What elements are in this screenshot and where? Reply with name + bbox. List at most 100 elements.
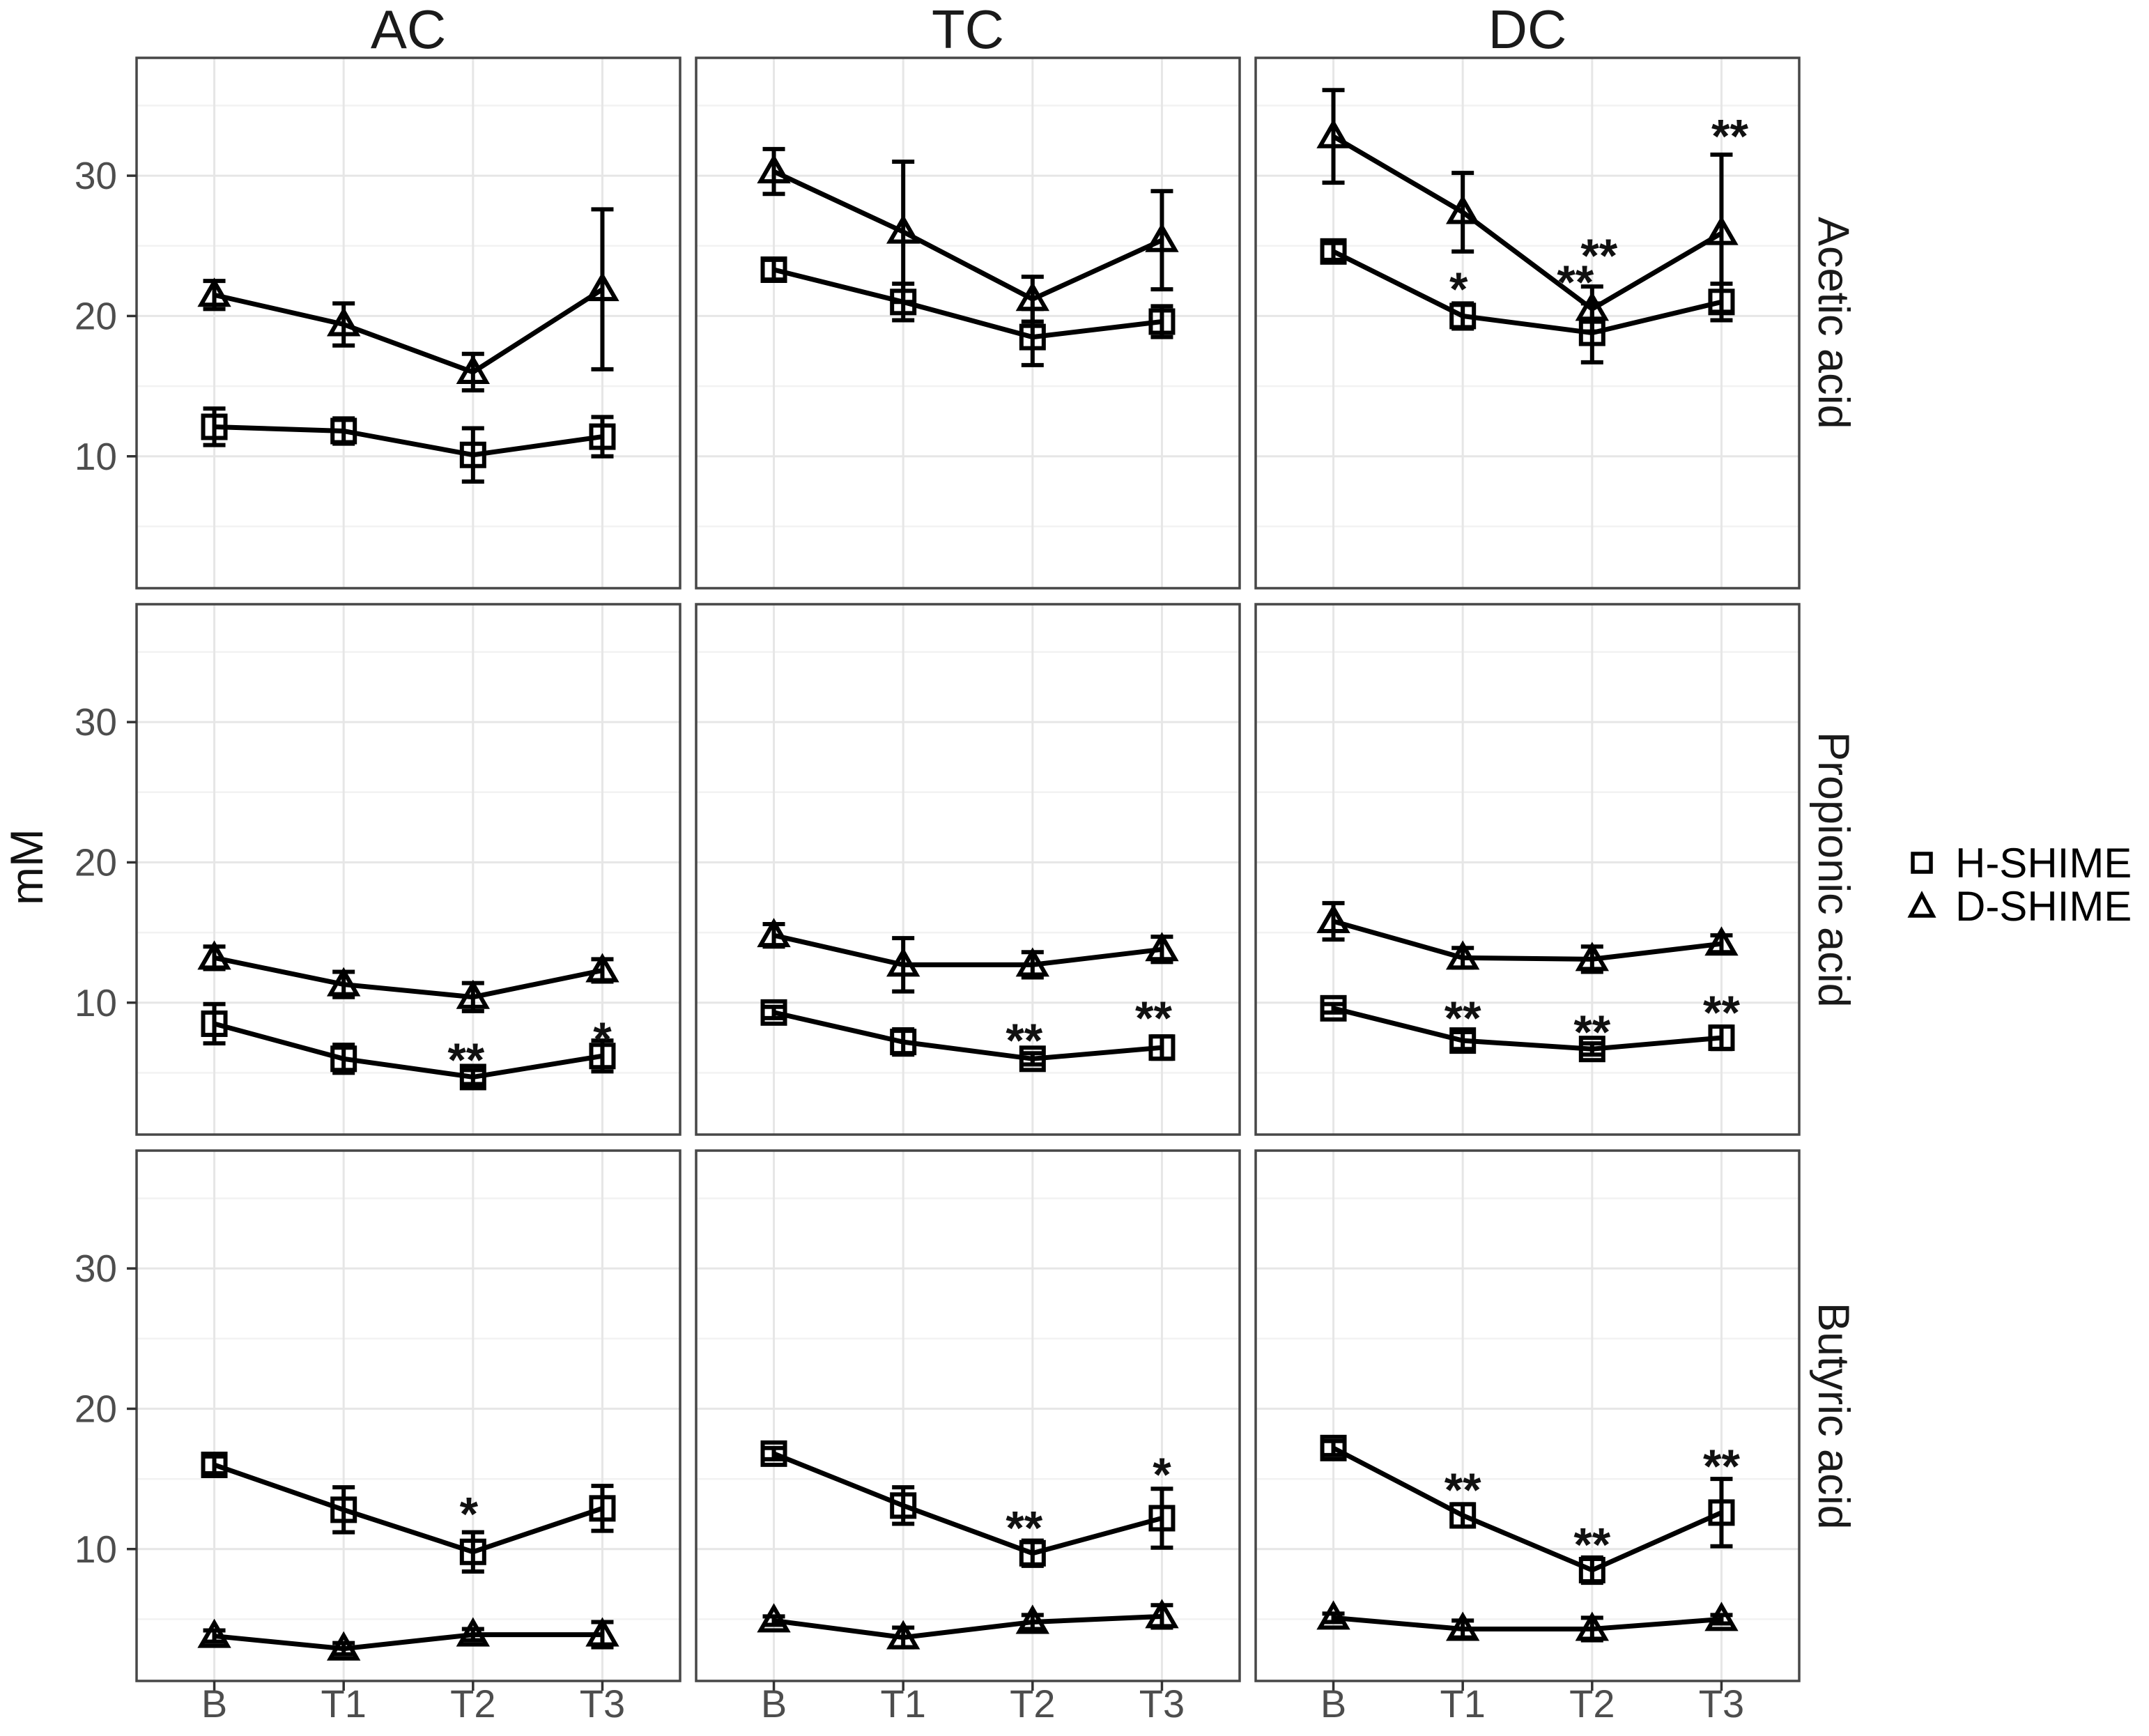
panel-dc-butyric-acid: ** ** ** bbox=[1254, 1149, 1801, 1682]
h-shime-line bbox=[1332, 249, 1723, 336]
x-tick-label: T2 bbox=[1010, 1682, 1055, 1726]
facet-row-label-acetic: Acetic acid bbox=[1806, 58, 1861, 588]
h-shime-square-marker bbox=[760, 256, 787, 283]
d-shime-line bbox=[1332, 919, 1722, 962]
h-shime-line bbox=[773, 267, 1162, 340]
d-shime-triangle-marker bbox=[1445, 194, 1480, 224]
x-tick-label: B bbox=[761, 1682, 787, 1726]
y-tick-label: 30 bbox=[75, 154, 117, 197]
x-tick-label: T1 bbox=[881, 1682, 926, 1726]
d-shime-triangle-marker bbox=[1145, 222, 1179, 252]
y-tick-label: 20 bbox=[75, 294, 117, 337]
panel-ac-butyric-acid: * bbox=[135, 1149, 681, 1682]
d-shime-triangle-marker bbox=[456, 1617, 491, 1647]
h-shime-square-marker bbox=[330, 1045, 357, 1073]
facet-row-label-butyric: Butyric acid bbox=[1806, 1151, 1861, 1681]
h-shime-square-marker bbox=[1320, 238, 1347, 265]
y-tick-label: 10 bbox=[75, 435, 117, 478]
facet-row-label-propionic: Propionic acid bbox=[1806, 604, 1861, 1135]
h-shime-square-marker bbox=[760, 1440, 787, 1467]
panel-border bbox=[135, 603, 681, 1136]
d-shime-line bbox=[213, 955, 603, 1000]
h-shime-square-marker bbox=[1708, 289, 1735, 316]
significance-marker: * bbox=[1153, 1448, 1171, 1501]
d-shime-triangle-marker bbox=[1575, 1611, 1610, 1641]
d-shime-triangle-marker bbox=[326, 307, 361, 337]
significance-marker: * bbox=[460, 1487, 479, 1540]
y-tick-label: 30 bbox=[75, 1247, 117, 1290]
h-shime-square-marker bbox=[1019, 1539, 1046, 1567]
d-shime-triangle-marker bbox=[1445, 1611, 1480, 1641]
significance-marker: ** bbox=[1703, 1440, 1740, 1493]
d-shime-triangle-marker bbox=[886, 947, 921, 977]
panel-border bbox=[1254, 56, 1801, 590]
error-bar bbox=[1322, 240, 1345, 262]
panel-ac-propionic-acid: ** * bbox=[135, 603, 681, 1136]
significance-marker: ** bbox=[1006, 1501, 1042, 1554]
d-shime-triangle-marker bbox=[1015, 282, 1050, 312]
d-shime-line bbox=[773, 932, 1162, 967]
d-shime-line bbox=[773, 1613, 1162, 1641]
h-shime-square-marker bbox=[589, 1043, 616, 1070]
y-tick-label: 30 bbox=[75, 700, 117, 744]
legend-item-d-shime: D-SHIME bbox=[1905, 882, 2132, 930]
h-shime-square-marker bbox=[1148, 1034, 1176, 1061]
d-shime-triangle-marker bbox=[456, 354, 491, 384]
d-shime-triangle-marker bbox=[1316, 903, 1350, 933]
d-shime-triangle-marker bbox=[1445, 940, 1480, 970]
h-shime-square-marker bbox=[201, 413, 228, 440]
d-shime-triangle-marker bbox=[1316, 118, 1350, 148]
h-shime-line bbox=[213, 1462, 603, 1555]
h-shime-square-marker bbox=[459, 1063, 486, 1091]
facet-column-title-ac: AC bbox=[370, 0, 447, 60]
x-tick-label: T1 bbox=[321, 1682, 367, 1726]
d-shime-triangle-marker bbox=[886, 1620, 921, 1650]
h-shime-square-marker bbox=[459, 1538, 486, 1565]
x-tick-label: T2 bbox=[450, 1682, 495, 1726]
legend-label: D-SHIME bbox=[1955, 882, 2132, 930]
h-shime-square-marker bbox=[1708, 1499, 1735, 1526]
facet-row-label-text: Propionic acid bbox=[1809, 731, 1858, 1008]
d-shime-triangle-marker bbox=[326, 967, 361, 997]
d-shime-triangle-marker bbox=[1575, 942, 1610, 971]
significance-marker: ** bbox=[1573, 1519, 1610, 1572]
facet-column-title-tc: TC bbox=[932, 0, 1004, 60]
significance-marker: ** bbox=[1135, 992, 1172, 1045]
y-tick-label: 20 bbox=[75, 1387, 117, 1430]
h-shime-line bbox=[1332, 1006, 1722, 1052]
d-shime-triangle-marker bbox=[757, 1603, 791, 1633]
triangle-icon bbox=[1907, 891, 1936, 918]
panel-tc-acetic-acid bbox=[695, 56, 1241, 590]
h-shime-square-marker bbox=[459, 441, 486, 468]
h-shime-square-marker bbox=[201, 1451, 228, 1478]
h-shime-square-marker bbox=[1578, 1556, 1605, 1583]
h-shime-square-marker bbox=[760, 999, 787, 1026]
d-shime-triangle-marker bbox=[197, 1618, 231, 1648]
h-shime-line bbox=[214, 424, 603, 458]
panel-border bbox=[695, 56, 1241, 590]
panel-border bbox=[135, 1149, 681, 1682]
d-shime-triangle-marker bbox=[757, 918, 791, 948]
facet-column-title-dc: DC bbox=[1488, 0, 1567, 60]
h-shime-square-marker bbox=[330, 1496, 357, 1523]
panel-dc-propionic-acid: ** ** ** bbox=[1254, 603, 1801, 1136]
h-shime-square-marker bbox=[201, 1010, 228, 1037]
h-shime-square-marker bbox=[1449, 302, 1477, 330]
d-shime-triangle-marker bbox=[197, 940, 231, 970]
panel-dc-acetic-acid: * ****** bbox=[1254, 56, 1801, 590]
h-shime-square-marker bbox=[1578, 319, 1605, 346]
d-shime-line bbox=[214, 1632, 603, 1652]
h-shime-line bbox=[1332, 1445, 1723, 1573]
h-shime-square-marker bbox=[1449, 1502, 1477, 1529]
d-shime-triangle-marker bbox=[1704, 926, 1739, 956]
facet-row-label-text: Acetic acid bbox=[1809, 217, 1858, 429]
significance-marker: ** bbox=[1557, 256, 1594, 309]
d-shime-triangle-marker bbox=[1575, 291, 1610, 321]
x-tick-label: T3 bbox=[1699, 1682, 1744, 1726]
h-shime-square-marker bbox=[1578, 1036, 1605, 1063]
d-shime-triangle-marker bbox=[585, 953, 619, 983]
y-tick-label: 10 bbox=[75, 981, 117, 1024]
d-shime-line bbox=[773, 169, 1163, 302]
significance-marker: ** bbox=[1573, 1006, 1610, 1059]
